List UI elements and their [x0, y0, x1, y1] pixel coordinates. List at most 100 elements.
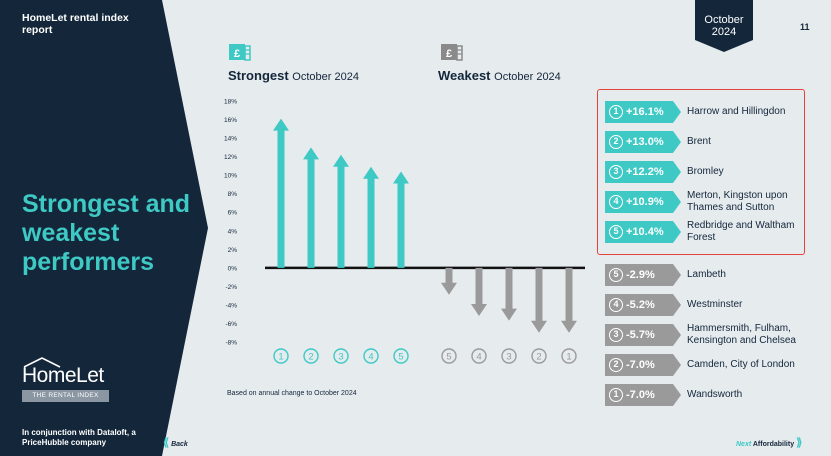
strongest-change-value: +16.1%: [626, 106, 664, 118]
svg-text:£: £: [446, 48, 452, 60]
strongest-badge-shape: [605, 191, 681, 213]
date-badge-shape: [695, 0, 753, 52]
weakest-title-date: October 2024: [494, 71, 561, 83]
weakest-area-name: Hammersmith, Fulham, Kensington and Chel…: [687, 323, 796, 346]
strongest-highlight-frame: [597, 89, 805, 255]
strongest-arrow-4: [363, 166, 379, 268]
strongest-rank-3-circle: [333, 348, 349, 364]
weakest-rank-1-label: 1: [566, 352, 571, 363]
y-tick-label: 8%: [228, 191, 238, 198]
weakest-area-name: Wandsworth: [687, 389, 743, 400]
report-title: HomeLet rental index report: [22, 12, 129, 36]
weakest-rank-4-label: 4: [476, 352, 481, 363]
strongest-change-value: +10.4%: [626, 226, 664, 238]
logo-text: HomeLet: [22, 364, 104, 387]
rental-change-chart: 18% 16% 14% 12% 10% 8% 6% 4% 2% 0% -2% -4% -6% -8% 1 2 3…: [224, 99, 585, 364]
strongest-rank-2-circle: [303, 348, 319, 364]
next-target: Affordability: [752, 441, 795, 448]
strongest-badge-shape: [605, 221, 681, 243]
strongest-badge: 2 +13.0%: [605, 131, 681, 153]
strongest-rank-1-circle: [273, 348, 289, 364]
strongest-badge: 4 +10.9%: [605, 191, 681, 213]
back-label: Back: [171, 441, 188, 448]
strongest-rank-number: 1: [609, 105, 623, 119]
weakest-badge-shape: [605, 294, 681, 316]
weakest-arrow-1: [561, 267, 577, 333]
date-badge: October 2024: [695, 0, 753, 52]
logo-subtitle: THE RENTAL INDEX: [22, 390, 109, 402]
strongest-area-name: Redbridge and Waltham Forest: [687, 220, 795, 243]
weakest-badge-shape: [605, 324, 681, 346]
weakest-rank-number: 2: [609, 358, 623, 372]
svg-text:£: £: [234, 48, 240, 60]
y-tick-label: -6%: [225, 321, 237, 328]
y-tick-label: 2%: [228, 247, 238, 254]
weakest-badge-shape: [605, 384, 681, 406]
y-tick-label: -4%: [225, 302, 237, 309]
page-number: 11: [800, 22, 810, 32]
weakest-badge-shape: [605, 354, 681, 376]
y-tick-label: 12%: [224, 154, 237, 161]
y-tick-label: 14%: [224, 136, 237, 143]
weakest-area-name: Camden, City of London: [687, 359, 795, 370]
strongest-area-name: Bromley: [687, 166, 724, 177]
weakest-badge: 2 -7.0%: [605, 354, 681, 376]
strongest-rank-4-label: 4: [368, 352, 373, 363]
date-badge-text: October 2024: [704, 14, 744, 38]
weakest-change-value: -7.0%: [626, 359, 655, 371]
strongest-title: Strongest October 2024: [228, 68, 359, 83]
strongest-rank-1-label: 1: [278, 352, 283, 363]
weakest-title: Weakest October 2024: [438, 68, 561, 83]
weakest-arrow-2: [531, 267, 547, 333]
strongest-area-name: Merton, Kingston upon Thames and Sutton: [687, 190, 788, 213]
sidebar-background: [0, 0, 208, 456]
strongest-rank-number: 3: [609, 165, 623, 179]
chart-footnote: Based on annual change to October 2024: [227, 390, 357, 397]
y-tick-label: 18%: [224, 99, 237, 106]
y-tick-label: 0%: [228, 265, 238, 272]
next-label: Next: [736, 441, 752, 448]
weakest-arrow-3: [501, 267, 517, 321]
strongest-rank-3-label: 3: [338, 352, 343, 363]
weakest-title-main: Weakest: [438, 68, 491, 83]
weakest-badge: 1 -7.0%: [605, 384, 681, 406]
strongest-rank-number: 5: [609, 225, 623, 239]
weakest-rank-5-circle: [441, 348, 457, 364]
weakest-rank-number: 1: [609, 388, 623, 402]
weakest-rank-number: 3: [609, 328, 623, 342]
strongest-badge-shape: [605, 101, 681, 123]
y-tick-label: 4%: [228, 228, 238, 235]
strongest-badge: 1 +16.1%: [605, 101, 681, 123]
weakest-rank-number: 4: [609, 298, 623, 312]
strongest-arrow-2: [303, 147, 319, 268]
strongest-change-value: +12.2%: [626, 166, 664, 178]
pound-house-grey-icon: £: [441, 44, 463, 61]
y-tick-label: 16%: [224, 117, 237, 124]
sidebar: HomeLet rental index report Strongest an…: [0, 0, 208, 456]
strongest-title-date: October 2024: [292, 71, 359, 83]
strongest-badge-shape: [605, 131, 681, 153]
strongest-badge: 3 +12.2%: [605, 161, 681, 183]
y-tick-label: -2%: [225, 284, 237, 291]
weakest-arrow-5: [441, 267, 457, 295]
strongest-rank-number: 4: [609, 195, 623, 209]
weakest-badge: 4 -5.2%: [605, 294, 681, 316]
strongest-rank-2-label: 2: [308, 352, 313, 363]
strongest-badge: 5 +10.4%: [605, 221, 681, 243]
weakest-rank-2-circle: [531, 348, 547, 364]
double-chevron-right-icon: ⟫: [796, 437, 803, 449]
house-roof-icon: [23, 357, 61, 368]
strongest-arrow-5: [393, 171, 409, 268]
partner-footer: In conjunction with Dataloft, a PriceHub…: [22, 428, 136, 447]
weakest-rank-number: 5: [609, 268, 623, 282]
back-link[interactable]: ⟪ Back: [163, 436, 188, 449]
weakest-rank-5-label: 5: [446, 352, 451, 363]
y-tick-label: -8%: [225, 340, 237, 347]
strongest-arrow-3: [333, 154, 349, 268]
weakest-badge-shape: [605, 264, 681, 286]
next-link[interactable]: Next Affordability ⟫: [736, 436, 802, 449]
weakest-rank-3-circle: [501, 348, 517, 364]
weakest-area-name: Westminster: [687, 299, 743, 310]
strongest-rank-4-circle: [363, 348, 379, 364]
strongest-rank-5-circle: [393, 348, 409, 364]
